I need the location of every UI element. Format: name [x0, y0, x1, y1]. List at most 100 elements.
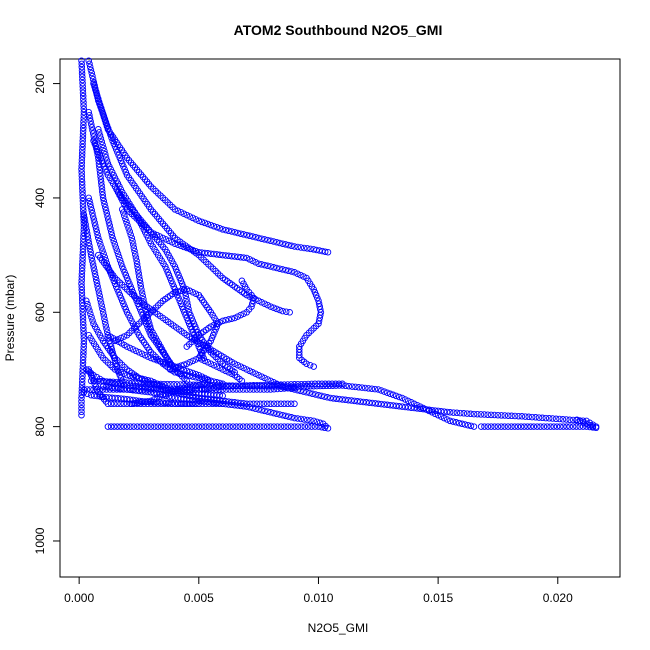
- data-point: [183, 367, 191, 375]
- data-point: [87, 118, 94, 125]
- data-point: [592, 424, 600, 432]
- data-point: [79, 258, 86, 265]
- data-point: [306, 389, 313, 397]
- data-point: [511, 412, 519, 420]
- data-point: [80, 343, 87, 351]
- data-point: [93, 145, 100, 153]
- data-point: [157, 423, 165, 430]
- data-point: [101, 253, 108, 261]
- data-point: [78, 283, 85, 291]
- data-point: [282, 308, 290, 315]
- data-point: [216, 319, 223, 326]
- data-point: [559, 416, 567, 423]
- data-point: [213, 379, 221, 386]
- data-point: [243, 382, 250, 389]
- data-point: [222, 252, 229, 259]
- data-point: [178, 373, 186, 380]
- data-point: [132, 397, 140, 404]
- data-point: [576, 417, 584, 425]
- data-point: [410, 400, 418, 408]
- data-point: [134, 267, 142, 274]
- data-point: [128, 400, 136, 408]
- data-point: [116, 386, 124, 393]
- data-point: [92, 383, 100, 390]
- data-point: [294, 423, 302, 430]
- data-point: [102, 256, 109, 264]
- data-point: [281, 381, 288, 388]
- data-point: [162, 236, 170, 243]
- x-tick-label: 0.000: [64, 591, 94, 605]
- data-point: [116, 256, 124, 264]
- data-point: [78, 405, 85, 412]
- data-point: [277, 423, 285, 430]
- data-point: [124, 277, 132, 285]
- data-point: [175, 363, 182, 370]
- data-point: [177, 300, 185, 307]
- data-point: [95, 95, 102, 103]
- data-point: [118, 297, 126, 305]
- data-point: [198, 373, 206, 380]
- data-point: [216, 251, 223, 259]
- data-point: [198, 218, 206, 226]
- data-point: [301, 423, 309, 430]
- data-point: [580, 419, 587, 426]
- data-point: [250, 423, 257, 430]
- data-point: [93, 148, 101, 156]
- data-point: [92, 142, 99, 149]
- data-point: [225, 369, 232, 376]
- data-point: [287, 423, 295, 430]
- data-point: [277, 381, 285, 388]
- data-point: [79, 140, 86, 148]
- data-point: [270, 423, 278, 430]
- data-point: [127, 231, 134, 239]
- data-point: [117, 334, 125, 342]
- data-point: [136, 276, 144, 284]
- data-point: [127, 423, 134, 430]
- data-point: [85, 108, 92, 116]
- data-point: [80, 386, 88, 393]
- data-point: [120, 266, 127, 273]
- data-point: [237, 230, 244, 237]
- data-point: [240, 400, 247, 407]
- data-point: [253, 400, 261, 408]
- data-point: [345, 396, 352, 404]
- data-point: [253, 386, 261, 393]
- data-point: [287, 381, 295, 388]
- data-point: [285, 413, 292, 420]
- data-point: [498, 423, 505, 430]
- data-point: [123, 343, 131, 350]
- data-point: [129, 382, 137, 390]
- data-point: [189, 369, 197, 377]
- data-point: [79, 375, 86, 383]
- data-point: [192, 290, 200, 297]
- data-point: [87, 203, 95, 211]
- data-point: [234, 229, 241, 237]
- data-point: [115, 369, 122, 376]
- data-point: [118, 160, 126, 167]
- data-point: [307, 245, 314, 253]
- data-point: [318, 392, 325, 400]
- data-point: [375, 386, 382, 393]
- data-point: [86, 63, 94, 71]
- data-point: [79, 147, 86, 154]
- data-point: [228, 228, 235, 235]
- data-point: [310, 286, 317, 293]
- data-point: [168, 277, 175, 285]
- data-point: [104, 213, 111, 220]
- data-point: [94, 151, 101, 159]
- data-point: [139, 292, 146, 300]
- data-point: [80, 337, 88, 345]
- data-point: [246, 382, 254, 389]
- data-point: [135, 374, 143, 382]
- data-point: [97, 295, 104, 303]
- data-point: [78, 67, 86, 74]
- data-point: [294, 243, 301, 251]
- data-point: [82, 224, 90, 231]
- data-point: [110, 423, 118, 430]
- data-point: [434, 411, 442, 419]
- data-point: [348, 383, 356, 390]
- data-point: [389, 391, 397, 399]
- data-point: [78, 398, 85, 405]
- data-point: [234, 399, 241, 406]
- data-point: [484, 411, 491, 418]
